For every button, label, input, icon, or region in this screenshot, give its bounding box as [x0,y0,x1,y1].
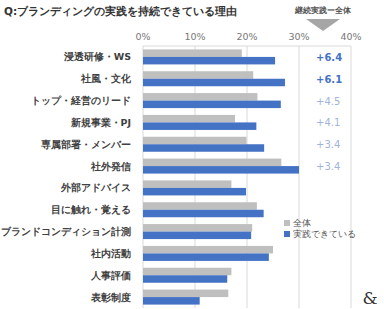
annotation: +6.1 [316,74,342,85]
bar [143,246,273,254]
grid-line [299,46,300,308]
category-label: トップ・経営のリード [31,95,131,106]
legend-label: 実践できている [293,229,356,239]
category-label: 社内活動 [90,248,131,259]
bar [143,93,257,101]
category-label: 表彰制度 [90,292,131,303]
bar [143,115,235,123]
bar [143,71,253,79]
legend-swatch [284,231,290,237]
annotation: +6.4 [316,52,342,63]
bar [143,101,281,109]
bar [143,57,275,65]
grid-line [351,46,352,308]
category-label: ブランドコンディション計測 [1,226,131,237]
annotation: +3.4 [316,139,340,150]
category-label: 人事評価 [90,270,131,281]
bar [143,144,264,152]
bar [143,232,251,240]
annotation: +4.1 [316,117,340,128]
bar [143,166,299,174]
bar [143,188,246,196]
category-label: 目に触れ・覚える [51,204,131,215]
header-note: 継続実践ー全体 [294,5,352,15]
logo: & [362,288,377,308]
tick-label: 10% [184,31,205,42]
chart: Q:ブランディングの実践を持続できている理由 継続実践ー全体 0% 10% 20% 30%… [0,0,384,309]
bar [143,297,200,305]
annotation: +4.5 [316,96,340,107]
bar [143,268,231,276]
bar [143,137,246,145]
bar [143,290,228,298]
bar [143,122,256,129]
bar [143,224,252,232]
annotation: +3.4 [316,161,340,172]
category-label: 浸透研修・WS [63,51,131,62]
title: Q:ブランディングの実践を持続できている理由 [4,5,237,18]
tick-label: 20% [236,31,257,42]
bar [143,49,242,57]
category-label: 社外発信 [90,161,131,172]
tick-label: 30% [288,31,309,42]
axis-line [143,46,351,47]
bar [143,79,285,87]
bar [143,180,231,188]
bars [143,49,299,304]
legend-label: 全体 [293,218,311,228]
bar [143,253,269,261]
bar [143,275,227,283]
tick-label: 40% [340,31,361,42]
category-label: 新規事業・PJ [70,117,132,128]
category-label: 専属部署・メンバー [40,139,131,150]
legend-swatch [284,220,290,226]
bar [143,210,264,218]
bar [143,202,257,210]
bar [143,159,281,167]
category-label: 社風・文化 [80,73,132,84]
category-label: 外部アドバイス [60,182,131,193]
tick-label: 0% [135,31,150,42]
header-triangle [306,19,340,31]
